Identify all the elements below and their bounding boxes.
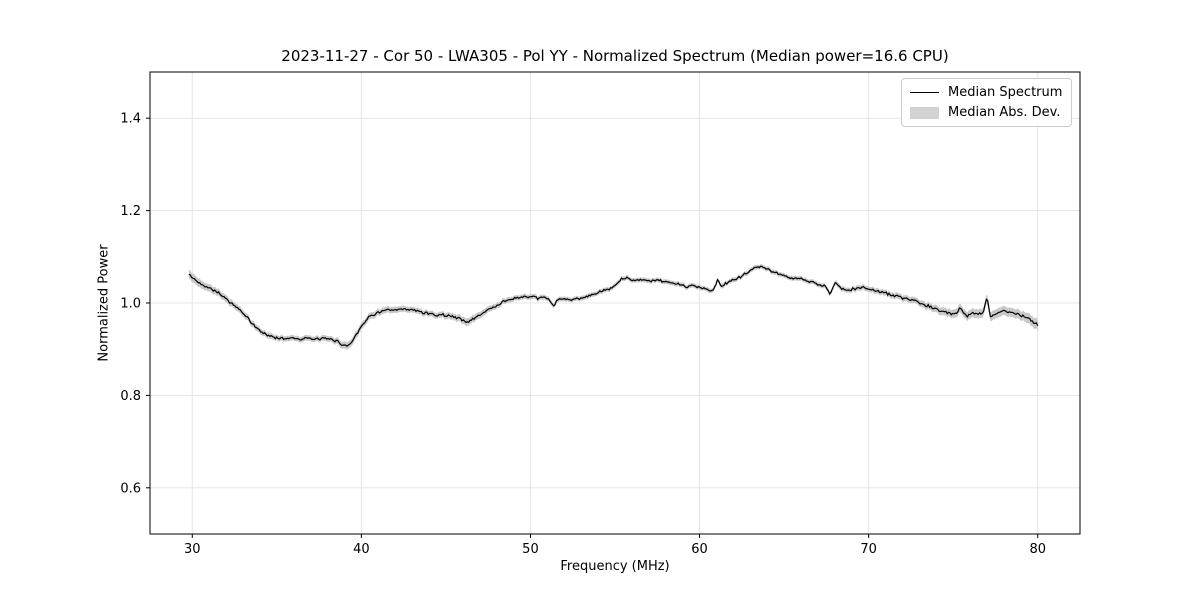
y-tick-label: 0.6	[120, 481, 141, 496]
x-tick-label: 60	[691, 542, 708, 557]
x-tick-label: 50	[522, 542, 539, 557]
legend: Median Spectrum Median Abs. Dev.	[901, 78, 1073, 127]
x-tick-label: 70	[860, 542, 877, 557]
y-tick-label: 1.2	[120, 204, 141, 219]
x-tick-label: 80	[1029, 542, 1046, 557]
legend-entry-median-spectrum: Median Spectrum	[910, 85, 1062, 100]
median-spectrum-line-icon	[910, 92, 939, 93]
legend-label-median-spectrum: Median Spectrum	[948, 85, 1063, 100]
y-tick-label: 0.8	[120, 389, 141, 404]
median-abs-dev-patch-icon	[910, 106, 939, 119]
legend-label-median-abs-dev: Median Abs. Dev.	[948, 105, 1061, 120]
x-tick-label: 30	[184, 542, 201, 557]
y-tick-label: 1.4	[120, 112, 141, 127]
legend-entry-median-abs-dev: Median Abs. Dev.	[910, 105, 1062, 120]
x-axis-label: Frequency (MHz)	[560, 559, 670, 574]
median-abs-dev-band	[188, 264, 1038, 350]
chart-title: 2023-11-27 - Cor 50 - LWA305 - Pol YY - …	[281, 47, 949, 65]
y-axis-label: Normalized Power	[96, 244, 112, 362]
y-tick-label: 1.0	[120, 297, 141, 312]
x-tick-label: 40	[353, 542, 370, 557]
median-spectrum-line	[188, 265, 1039, 347]
